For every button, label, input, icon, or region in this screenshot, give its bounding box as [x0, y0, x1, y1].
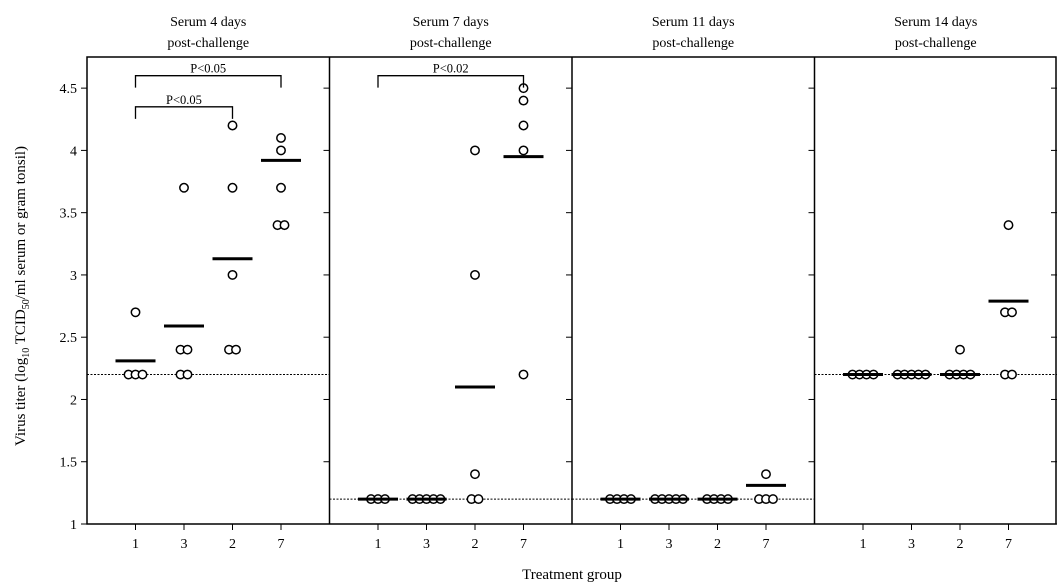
panel-title-line2: post-challenge [167, 36, 249, 51]
data-point [227, 269, 238, 280]
data-point [130, 307, 141, 318]
y-axis-label: Virus titer (log10 TCID50/ml serum or gr… [13, 146, 32, 446]
data-point [179, 182, 189, 193]
x-tick-label: 1 [860, 537, 867, 552]
svg-text:Virus titer (log10 TCID50/ml s: Virus titer (log10 TCID50/ml serum or gr… [13, 146, 32, 446]
x-tick-label: 2 [957, 537, 964, 552]
data-point [518, 145, 529, 156]
x-tick-label: 7 [1005, 537, 1012, 552]
x-tick-label: 3 [666, 537, 673, 552]
panel-title-line1: Serum 4 days [170, 15, 246, 30]
data-point [470, 145, 480, 156]
significance-label: P<0.05 [190, 62, 226, 76]
data-point [279, 220, 290, 231]
data-point [182, 369, 193, 380]
data-point [955, 344, 965, 355]
data-point [276, 182, 286, 193]
data-point [470, 469, 480, 480]
data-point [768, 494, 778, 505]
x-tick-label: 1 [132, 537, 139, 552]
x-tick-label: 2 [714, 537, 721, 552]
y-label-sub-50: 50 [21, 299, 32, 309]
x-tick-label: 3 [423, 537, 430, 552]
data-point [761, 469, 771, 480]
data-point [276, 132, 286, 143]
y-label-prefix: Virus titer (log [13, 357, 29, 446]
y-label-sub-10: 10 [21, 348, 32, 358]
panel-title-line1: Serum 11 days [652, 15, 735, 30]
y-tick-label: 1.5 [60, 456, 78, 471]
panel-title-line1: Serum 14 days [894, 15, 977, 30]
significance-label: P<0.02 [433, 62, 469, 76]
significance-bracket [377, 75, 525, 88]
data-point [518, 120, 529, 131]
x-tick-label: 7 [763, 537, 770, 552]
plot-area: 1 1.5 2 2.5 3 3.5 4 4.5 Serum 4 days post-challen… [60, 15, 1057, 552]
y-tick-label: 4.5 [60, 82, 78, 97]
data-point [1007, 369, 1017, 380]
data-point [518, 369, 529, 380]
x-tick-label: 1 [375, 537, 382, 552]
x-tick-label: 3 [181, 537, 188, 552]
significance-bracket [134, 75, 282, 88]
data-point [1007, 307, 1017, 318]
y-tick-label: 3.5 [60, 207, 78, 222]
data-point [231, 344, 241, 355]
y-label-tcid: TCID [13, 309, 29, 348]
significance-label: P<0.05 [166, 93, 202, 107]
data-point [276, 145, 286, 156]
panel-title-line1: Serum 7 days [413, 15, 489, 30]
data-point [227, 120, 238, 131]
data-point [470, 269, 480, 280]
x-tick-label: 2 [472, 537, 479, 552]
significance-bracket [134, 106, 234, 119]
data-point [227, 182, 238, 193]
y-tick-label: 1 [70, 518, 77, 533]
x-tick-label: 2 [229, 537, 236, 552]
data-point [1003, 220, 1014, 231]
x-tick-label: 3 [908, 537, 915, 552]
x-tick-label: 7 [520, 537, 527, 552]
x-axis-label: Treatment group [522, 567, 622, 583]
y-tick-label: 3 [70, 269, 77, 284]
data-point [473, 494, 484, 505]
y-tick-label: 2.5 [60, 331, 78, 346]
data-point [137, 369, 148, 380]
panel-title-line2: post-challenge [410, 36, 492, 51]
data-point [182, 344, 193, 355]
x-tick-label: 7 [278, 537, 285, 552]
panel-title-line2: post-challenge [652, 36, 734, 51]
y-label-suffix: /ml serum or gram tonsil) [13, 146, 29, 299]
y-tick-label: 2 [70, 393, 77, 408]
panel-title-line2: post-challenge [895, 36, 977, 51]
y-tick-label: 4 [70, 144, 77, 159]
x-tick-label: 1 [617, 537, 624, 552]
data-point [518, 95, 529, 106]
